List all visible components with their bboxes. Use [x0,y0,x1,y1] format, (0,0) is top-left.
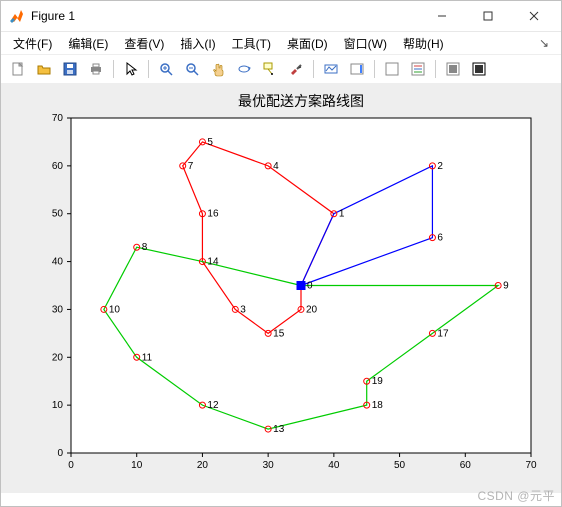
xtick-label: 40 [328,460,340,471]
node-label: 0 [307,281,313,292]
plot-svg: 010203040506070010203040506070最优配送方案路线图1… [1,83,561,493]
node-label: 20 [306,304,318,315]
pan-button[interactable] [205,57,231,81]
node-label: 17 [437,328,449,339]
node-label: 2 [437,161,443,172]
show-button[interactable] [466,57,492,81]
menubar: 文件(F) 编辑(E) 查看(V) 插入(I) 工具(T) 桌面(D) 窗口(W… [1,32,561,55]
xtick-label: 70 [525,460,537,471]
maximize-button[interactable] [465,1,511,31]
node-label: 4 [273,161,279,172]
matlab-icon [9,8,25,24]
toolbar-separator [435,60,436,78]
ytick-label: 20 [52,352,64,363]
new-figure-button[interactable] [5,57,31,81]
node-label: 9 [503,281,509,292]
colorbar-button[interactable] [344,57,370,81]
xtick-label: 20 [197,460,209,471]
toolbar-separator [113,60,114,78]
datatip-button[interactable] [257,57,283,81]
titlebar: Figure 1 [1,1,561,32]
menu-view[interactable]: 查看(V) [116,33,172,54]
insert-button[interactable] [405,57,431,81]
ytick-label: 40 [52,257,64,268]
zoom-out-button[interactable] [179,57,205,81]
close-button[interactable] [511,1,557,31]
brush-button[interactable] [283,57,309,81]
xtick-label: 10 [131,460,143,471]
xtick-label: 0 [68,460,74,471]
node-label: 18 [372,400,384,411]
ytick-label: 0 [57,448,63,459]
rotate3d-button[interactable] [231,57,257,81]
node-label: 14 [207,257,219,268]
menu-dock-icon[interactable]: ↘ [531,36,557,50]
menu-file[interactable]: 文件(F) [5,33,60,54]
toolbar-separator [313,60,314,78]
node-label: 8 [142,242,148,253]
hide-button[interactable] [440,57,466,81]
open-button[interactable] [31,57,57,81]
node-label: 12 [207,400,219,411]
window-title: Figure 1 [31,9,75,23]
pointer-button[interactable] [118,57,144,81]
menu-window[interactable]: 窗口(W) [336,33,395,54]
toolbar-separator [374,60,375,78]
node-label: 6 [437,233,443,244]
node-label: 1 [339,209,345,220]
print-button[interactable] [83,57,109,81]
zoom-in-button[interactable] [153,57,179,81]
menu-help[interactable]: 帮助(H) [395,33,452,54]
node-label: 15 [273,328,285,339]
depot-marker [297,282,305,290]
node-label: 13 [273,424,285,435]
toolbar-separator [148,60,149,78]
menu-tools[interactable]: 工具(T) [224,33,279,54]
menu-edit[interactable]: 编辑(E) [60,33,116,54]
node-label: 7 [188,161,194,172]
figure-window: Figure 1 文件(F) 编辑(E) 查看(V) 插入(I) 工具(T) 桌… [0,0,562,507]
plot-title: 最优配送方案路线图 [238,93,364,109]
node-label: 16 [207,209,219,220]
node-label: 11 [142,352,153,363]
legend-button[interactable] [379,57,405,81]
ytick-label: 60 [52,161,64,172]
minimize-button[interactable] [419,1,465,31]
node-label: 19 [372,376,384,387]
save-button[interactable] [57,57,83,81]
toolbar [1,55,561,84]
node-label: 3 [240,304,246,315]
ytick-label: 50 [52,209,64,220]
plot-area[interactable]: 010203040506070010203040506070最优配送方案路线图1… [1,83,561,492]
ytick-label: 30 [52,304,64,315]
ytick-label: 70 [52,113,64,124]
xtick-label: 30 [263,460,275,471]
node-label: 5 [207,137,213,148]
menu-insert[interactable]: 插入(I) [172,33,223,54]
link-button[interactable] [318,57,344,81]
node-label: 10 [109,304,121,315]
xtick-label: 60 [460,460,472,471]
menu-desktop[interactable]: 桌面(D) [279,33,336,54]
ytick-label: 10 [52,400,64,411]
xtick-label: 50 [394,460,406,471]
